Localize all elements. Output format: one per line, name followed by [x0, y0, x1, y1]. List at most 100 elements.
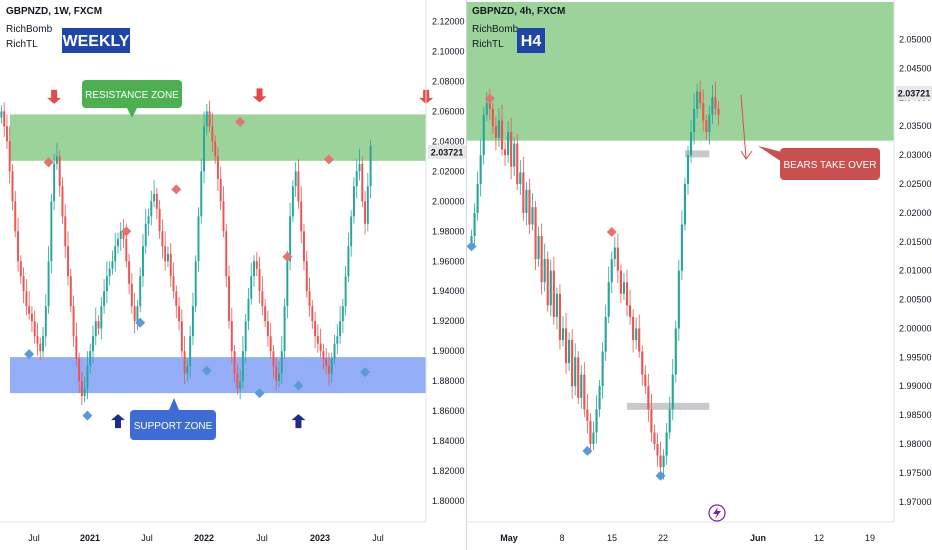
y-tick-label: 2.06000: [432, 106, 465, 116]
candle-body: [233, 351, 236, 374]
candle-body: [136, 306, 139, 322]
candle-body: [339, 321, 342, 337]
y-tick-label: 1.86000: [432, 406, 465, 416]
h4-grey-zone-low: [627, 402, 710, 410]
candle-body: [244, 321, 247, 352]
candle-body: [714, 97, 717, 109]
candle-body: [111, 261, 114, 269]
candle-body: [552, 270, 555, 317]
candle-body: [613, 247, 616, 260]
x-tick-label: May: [500, 533, 518, 543]
candle-body: [108, 268, 111, 277]
h4-symbol-title: GBPNZD, 4h, FXCM: [472, 6, 565, 17]
lightning-icon[interactable]: [708, 504, 726, 522]
h4-panel: GBPNZD, 4h, FXCM RichBomb RichTL H4 BEAR…: [466, 0, 932, 543]
candle-body: [610, 259, 613, 283]
candle-body: [677, 270, 680, 329]
candle-body: [180, 321, 183, 352]
x-tick-label: 8: [559, 533, 564, 543]
resistance-callout: RESISTANCE ZONE: [82, 80, 182, 118]
candle-body: [473, 212, 476, 236]
bears-callout-pointer: [758, 146, 782, 162]
swing-low-marker: [135, 317, 146, 328]
candle-body: [36, 336, 39, 344]
candle-body: [114, 246, 117, 262]
candle-body: [39, 343, 42, 352]
candle-body: [482, 114, 485, 156]
swing-low-marker: [655, 470, 666, 481]
candle-body: [153, 193, 156, 202]
candle-body: [294, 171, 297, 187]
candle-body: [519, 172, 522, 184]
weekly-x-axis: Jul 2021 Jul 2022 Jul 2023 Jul: [28, 533, 384, 543]
candle-body: [344, 276, 347, 307]
x-tick-label: 19: [865, 533, 875, 543]
candle-body: [662, 455, 665, 468]
candle-body: [540, 236, 543, 283]
candle-body: [641, 351, 644, 375]
support-callout-label: SUPPORT ZONE: [134, 421, 213, 432]
candle-body: [696, 91, 699, 109]
swing-low-marker: [201, 365, 212, 376]
candle-body: [303, 231, 305, 262]
candle-body: [253, 261, 255, 277]
candle-body: [219, 178, 222, 202]
candle-body: [14, 201, 17, 232]
y-tick-label: 2.00000: [432, 196, 465, 206]
candle-body: [595, 409, 598, 433]
candle-body: [286, 261, 289, 307]
candle-body: [119, 231, 122, 239]
candle-body: [699, 91, 702, 104]
candle-body: [583, 374, 586, 410]
candle-body: [327, 366, 330, 374]
candle-body: [128, 261, 131, 284]
candle-body: [683, 184, 687, 225]
h4-x-axis: May 8 15 22 Jun 12 19: [500, 533, 875, 543]
candle-body: [264, 306, 267, 322]
candle-body: [322, 351, 325, 359]
candle-body: [69, 276, 72, 307]
candle-body: [571, 340, 574, 387]
candle-body: [635, 328, 638, 340]
candle-body: [604, 316, 607, 352]
y-tick-label: 1.92000: [432, 316, 465, 326]
h4-candles: [470, 80, 720, 480]
candle-body: [94, 321, 97, 337]
candle-body: [150, 201, 153, 217]
swing-low-marker: [293, 380, 304, 391]
swing-high-marker: [484, 93, 495, 104]
candle-body: [305, 261, 308, 292]
candle-body: [598, 386, 601, 410]
candle-body: [564, 328, 568, 364]
candle-body: [711, 97, 714, 115]
candle-body: [11, 171, 14, 202]
y-tick-label: 1.80000: [432, 496, 465, 506]
candle-body: [361, 163, 364, 202]
candle-body: [674, 328, 677, 375]
candle-body: [364, 201, 367, 224]
candle-body: [607, 282, 610, 317]
candle-body: [341, 306, 344, 322]
x-tick-label: 12: [814, 533, 824, 543]
candle-body: [78, 358, 81, 382]
candle-body: [289, 216, 292, 262]
candle-body: [86, 366, 89, 389]
candle-body: [241, 351, 244, 382]
candle-body: [647, 386, 650, 410]
candle-body: [83, 388, 86, 397]
candle-body: [266, 321, 269, 337]
h4-projection-arrowhead: [740, 150, 753, 160]
x-tick-label: Jun: [750, 533, 766, 543]
candle-body: [488, 103, 491, 109]
candle-body: [58, 156, 61, 187]
y-tick-label: 1.99000: [899, 381, 932, 391]
candle-body: [616, 247, 619, 271]
candle-body: [366, 186, 369, 224]
swing-low-marker: [582, 445, 593, 456]
candle-body: [25, 291, 28, 307]
y-tick-label: 1.84000: [432, 436, 465, 446]
swing-high-marker: [43, 157, 54, 168]
candle-body: [47, 261, 50, 307]
candle-body: [28, 306, 31, 314]
